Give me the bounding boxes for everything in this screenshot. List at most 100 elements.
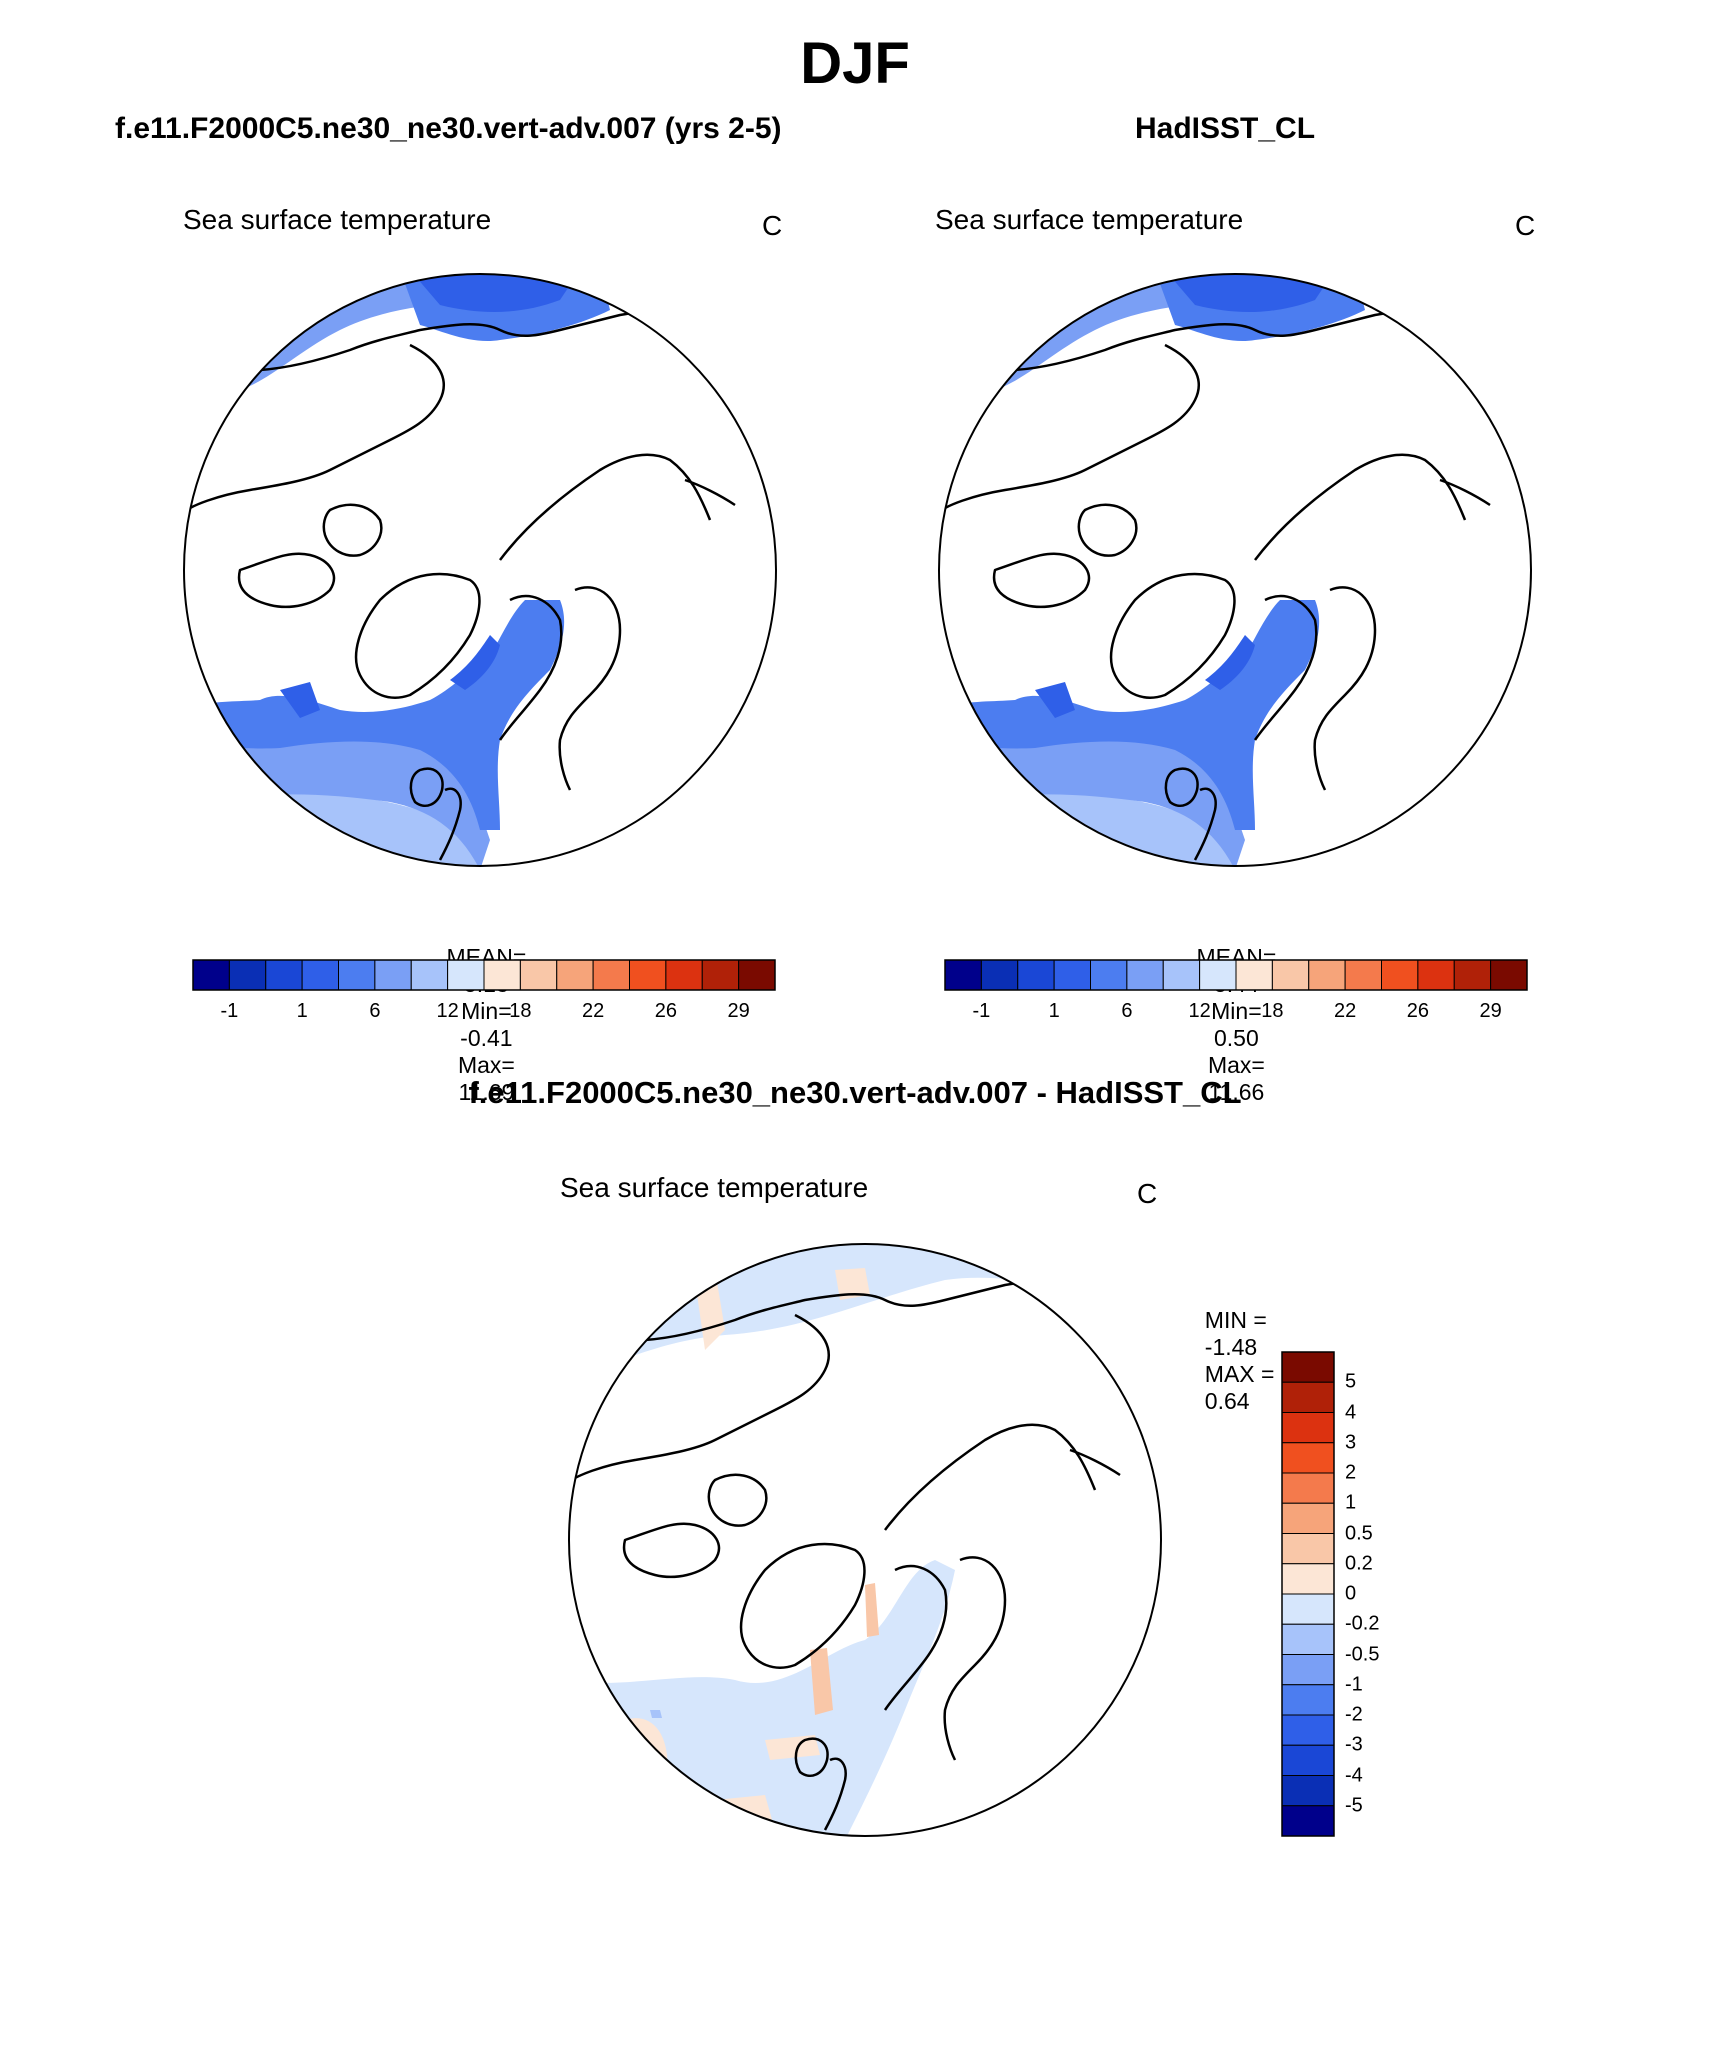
model-strong-field: [280, 682, 320, 718]
diff-colorbar-tick-label: 5: [1345, 1370, 1357, 1393]
obs-colorbar-box-0: [944, 959, 982, 991]
obs-colorbar-tick-label: 12: [1188, 1000, 1211, 1022]
model-colorbar-box-5: [374, 959, 412, 991]
diff-coastline-segment: [1069, 1448, 1121, 1477]
obs-colorbar-tick-label: 22: [1334, 1000, 1357, 1022]
obs-map-boundary: [938, 273, 1532, 867]
diff-min-value: -1.48: [1204, 1334, 1258, 1360]
diff-colorbar-box-4: [1281, 1472, 1335, 1504]
diff-colorbar: [1281, 1351, 1335, 1837]
model-colorbar-tick-label: 26: [654, 1000, 677, 1022]
obs-colorbar-box-8: [1235, 959, 1273, 991]
obs-colorbar-ticks: -1 1 6 12 18 22 26 29: [945, 1000, 1527, 1030]
diff-colorbar-box-6: [1281, 1533, 1335, 1565]
diff-colorbar-box-3: [1281, 1442, 1335, 1474]
diff-coastline-segment: [794, 1737, 829, 1777]
model-colorbar-tick-label: 29: [727, 1000, 750, 1022]
obs-coastline-segment: [1193, 787, 1217, 861]
diff-colorbar-box-14: [1281, 1775, 1335, 1807]
diff-colorbar-tick-label: -0.2: [1345, 1612, 1380, 1635]
model-coastline-segment: [354, 572, 481, 699]
obs-variable-label: Sea surface temperature: [935, 204, 1244, 235]
diff-colorbar-ticks: 5 4 3 2 1 0.5 0.2 0 -0.2 -0.5 -1 -2 -3 -4 -5: [1345, 1352, 1425, 1836]
diff-max-value: 0.64: [1204, 1388, 1250, 1414]
obs-coastline-segment: [1164, 767, 1199, 807]
obs-coastline-segment: [1077, 503, 1138, 557]
model-colorbar-box-4: [338, 959, 376, 991]
obs-colorbar-box-1: [980, 959, 1019, 991]
obs-coastline-segment: [1109, 572, 1236, 699]
model-colorbar-tick-label: -1: [220, 1000, 239, 1022]
diff-colorbar-tick-label: 4: [1345, 1401, 1357, 1423]
model-colorbar-box-13: [665, 959, 703, 991]
diff-colorbar-tick-label: 3: [1345, 1431, 1357, 1454]
diff-colorbar-box-10: [1281, 1654, 1335, 1686]
diff-colorbar-tick-label: -5: [1345, 1794, 1363, 1817]
model-atlantic-field: [184, 600, 565, 830]
obs-case-title: HadISST_CL: [1135, 112, 1316, 145]
model-colorbar-box-0: [192, 959, 230, 991]
model-colorbar-box-9: [519, 959, 558, 991]
obs-colorbar-box-7: [1199, 959, 1237, 991]
obs-colorbar-tick-label: 26: [1406, 1000, 1429, 1022]
diff-warm-patch: [715, 1795, 775, 1836]
diff-colorbar-tick-label: 2: [1345, 1461, 1357, 1484]
obs-coastline-segment: [939, 343, 1200, 516]
diff-colorbar-tick-label: 1: [1345, 1491, 1357, 1514]
diff-colorbar-box-9: [1281, 1623, 1335, 1655]
model-min-prefix: Min=: [461, 998, 512, 1024]
diff-colorbar-box-7: [1281, 1563, 1335, 1595]
diff-min-prefix: MIN =: [1204, 1307, 1267, 1333]
diff-colorbar-box-2: [1281, 1412, 1335, 1444]
model-colorbar-box-3: [301, 959, 339, 991]
diff-warm-patch: [835, 1268, 870, 1300]
obs-colorbar-tick-label: 29: [1479, 1000, 1502, 1022]
obs-colorbar-frame: [944, 959, 1528, 991]
obs-colorbar-box-4: [1090, 959, 1128, 991]
model-colorbar-tick-label: 12: [436, 1000, 459, 1022]
diff-variable-label: Sea surface temperature: [560, 1172, 869, 1203]
model-colorbar-box-10: [556, 959, 594, 991]
diff-map-boundary: [568, 1243, 1162, 1837]
model-colorbar-box-8: [483, 959, 521, 991]
diff-colorbar-box-0: [1281, 1351, 1335, 1383]
model-colorbar-box-1: [228, 959, 267, 991]
model-colorbar-box-14: [701, 959, 740, 991]
model-coastline-segment: [322, 503, 383, 557]
model-coastline-segment: [558, 586, 622, 791]
diff-colorbar-box-5: [1281, 1502, 1335, 1534]
obs-coastline-segment: [992, 552, 1091, 609]
obs-coastline-segment: [1313, 586, 1377, 791]
model-colorbar-tick-label: 6: [369, 1000, 381, 1022]
model-colorbar-box-11: [592, 959, 630, 991]
obs-units-label: C: [1515, 210, 1536, 241]
model-colorbar-ticks: -1 1 6 12 18 22 26 29: [193, 1000, 775, 1030]
model-colorbar-tick-label: 22: [582, 1000, 605, 1022]
obs-max-value: 11.66: [1208, 1079, 1265, 1105]
diff-coastline-segment: [707, 1473, 768, 1527]
obs-colorbar-tick-label: 18: [1261, 1000, 1284, 1022]
obs-strong-field: [1205, 635, 1255, 690]
diff-colorbar-box-11: [1281, 1684, 1335, 1716]
obs-colorbar-box-5: [1126, 959, 1164, 991]
obs-polar-map: [938, 273, 1532, 867]
diff-colorbar-box-12: [1281, 1714, 1335, 1746]
diff-colorbar-tick-label: -3: [1345, 1733, 1363, 1756]
diff-colorbar-box-1: [1281, 1381, 1335, 1413]
obs-colorbar-box-9: [1271, 959, 1310, 991]
model-coastline-segment: [498, 594, 563, 741]
diff-colorbar-box-15: [1281, 1805, 1335, 1837]
model-colorbar-box-7: [447, 959, 485, 991]
obs-colorbar-tick-label: 1: [1048, 1000, 1060, 1022]
obs-colorbar-box-2: [1017, 959, 1055, 991]
model-map-boundary: [183, 273, 777, 867]
model-colorbar-box-2: [265, 959, 303, 991]
obs-min-prefix: Min=: [1211, 998, 1262, 1024]
diff-warm-patch: [765, 1735, 820, 1760]
diff-coastline-segment: [569, 1313, 830, 1486]
model-coastline-segment: [409, 767, 444, 807]
model-polar-map: [183, 273, 777, 867]
diff-coastline-segment: [943, 1556, 1007, 1761]
diff-colorbar-tick-label: -0.5: [1345, 1643, 1380, 1665]
diff-colorbar-frame: [1281, 1351, 1335, 1837]
